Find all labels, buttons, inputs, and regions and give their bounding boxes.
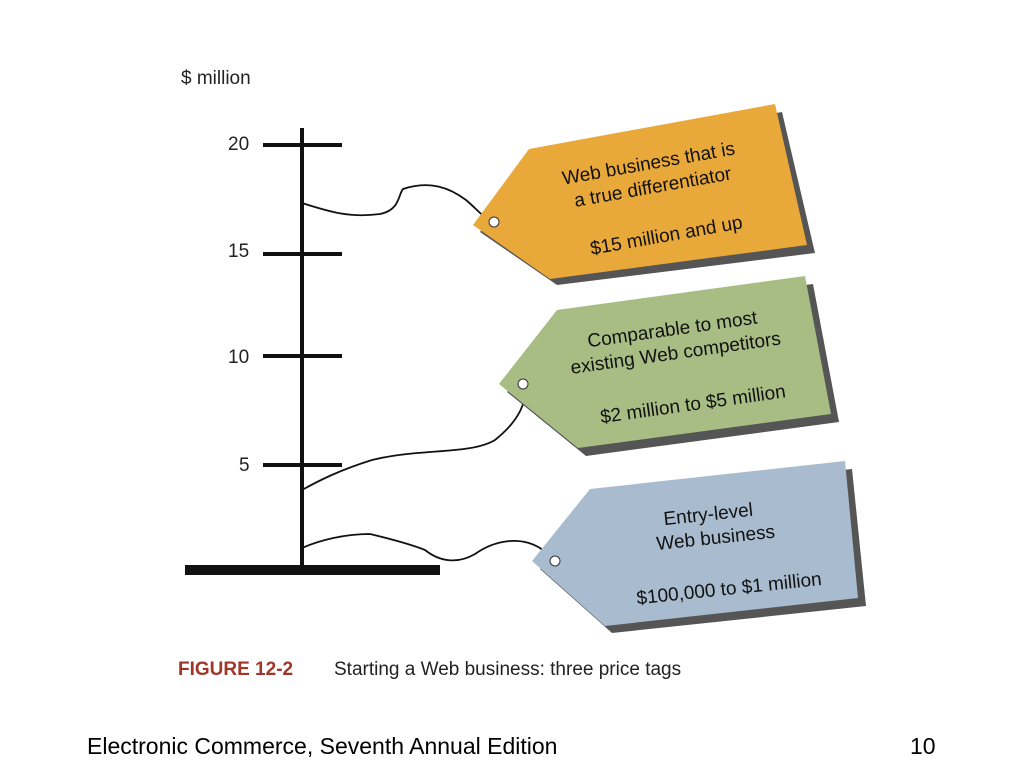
tag-eyelet	[488, 216, 500, 228]
tag-body	[532, 461, 858, 626]
page-number: 10	[910, 733, 936, 759]
tag-eyelet	[549, 555, 561, 567]
tag-body	[473, 104, 807, 279]
tag-string-middle	[301, 383, 526, 491]
ground-base	[185, 565, 440, 575]
tag-string-bottom	[301, 533, 556, 562]
tag-string-top	[301, 184, 495, 223]
tick-label-5: 5	[239, 455, 250, 476]
footer-title: Electronic Commerce, Seventh Annual Edit…	[87, 733, 558, 759]
tick-label-10: 10	[228, 347, 249, 368]
tick-labels: 20 15 10 5	[228, 134, 250, 476]
figure-caption-text: Starting a Web business: three price tag…	[334, 659, 681, 680]
tick-label-20: 20	[228, 134, 249, 155]
tag-strings	[301, 184, 556, 562]
price-tag-comparable: Comparable to most existing Web competit…	[499, 276, 839, 456]
price-tag-entry-level: Entry-level Web business $100,000 to $1 …	[532, 461, 866, 633]
tag-body	[499, 276, 831, 448]
axis-unit-label: $ million	[181, 68, 251, 89]
price-tag-differentiator: Web business that is a true differentiat…	[473, 104, 815, 285]
tick-marks	[263, 143, 342, 467]
tag-eyelet	[517, 378, 529, 390]
tick-label-15: 15	[228, 241, 249, 262]
figure-caption-label: FIGURE 12-2	[178, 659, 293, 680]
